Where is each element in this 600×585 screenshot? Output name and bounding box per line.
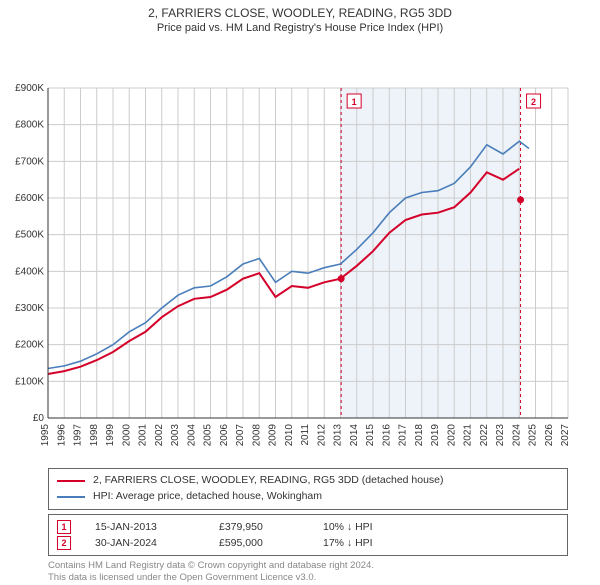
svg-text:2021: 2021 xyxy=(463,424,474,447)
transaction-marker: 1 xyxy=(57,520,71,534)
chart-subtitle: Price paid vs. HM Land Registry's House … xyxy=(0,22,600,34)
svg-text:1: 1 xyxy=(352,97,357,107)
legend: 2, FARRIERS CLOSE, WOODLEY, READING, RG5… xyxy=(48,468,568,510)
svg-text:2008: 2008 xyxy=(251,424,262,447)
svg-text:£200K: £200K xyxy=(15,340,44,351)
chart-title: 2, FARRIERS CLOSE, WOODLEY, READING, RG5… xyxy=(0,6,600,20)
svg-text:2009: 2009 xyxy=(268,424,279,447)
legend-swatch xyxy=(57,496,85,498)
svg-text:2016: 2016 xyxy=(381,424,392,447)
svg-text:2002: 2002 xyxy=(154,424,165,447)
svg-text:£100K: £100K xyxy=(15,376,44,387)
svg-text:£0: £0 xyxy=(33,413,45,424)
svg-text:2026: 2026 xyxy=(544,424,555,447)
svg-text:£400K: £400K xyxy=(15,266,44,277)
transaction-price: £379,950 xyxy=(219,521,299,533)
svg-text:£900K: £900K xyxy=(15,83,44,94)
svg-text:2000: 2000 xyxy=(121,424,132,447)
svg-text:£800K: £800K xyxy=(15,120,44,131)
transaction-date: 30-JAN-2024 xyxy=(95,537,195,549)
svg-text:1997: 1997 xyxy=(73,424,84,447)
svg-text:1999: 1999 xyxy=(105,424,116,447)
svg-text:2022: 2022 xyxy=(479,424,490,447)
svg-text:£600K: £600K xyxy=(15,193,44,204)
chart-container: 1 2 £0 £100K £200K £300K £400K £500K £600K £700K £… xyxy=(0,38,600,462)
footer-attribution: Contains HM Land Registry data © Crown c… xyxy=(48,560,568,585)
svg-text:2006: 2006 xyxy=(219,424,230,447)
svg-text:2027: 2027 xyxy=(560,424,571,447)
svg-text:£700K: £700K xyxy=(15,156,44,167)
svg-text:1995: 1995 xyxy=(40,424,51,447)
transaction-row: 2 30-JAN-2024 £595,000 17% ↓ HPI xyxy=(57,535,559,551)
svg-text:2019: 2019 xyxy=(430,424,441,447)
transaction-marker: 2 xyxy=(57,536,71,550)
svg-text:2013: 2013 xyxy=(333,424,344,447)
transaction-date: 15-JAN-2013 xyxy=(95,521,195,533)
legend-row: 2, FARRIERS CLOSE, WOODLEY, READING, RG5… xyxy=(57,473,559,489)
svg-text:1998: 1998 xyxy=(89,424,100,447)
svg-text:2020: 2020 xyxy=(446,424,457,447)
transaction-row: 1 15-JAN-2013 £379,950 10% ↓ HPI xyxy=(57,519,559,535)
svg-text:2005: 2005 xyxy=(203,424,214,447)
svg-text:2023: 2023 xyxy=(495,424,506,447)
legend-label: 2, FARRIERS CLOSE, WOODLEY, READING, RG5… xyxy=(93,473,444,489)
svg-text:£300K: £300K xyxy=(15,303,44,314)
legend-swatch xyxy=(57,480,85,482)
transaction-delta: 10% ↓ HPI xyxy=(323,521,413,533)
svg-text:2001: 2001 xyxy=(138,424,149,447)
svg-text:2012: 2012 xyxy=(316,424,327,447)
footer-line-2: This data is licensed under the Open Gov… xyxy=(48,572,568,585)
legend-row: HPI: Average price, detached house, Woki… xyxy=(57,489,559,505)
svg-text:2015: 2015 xyxy=(365,424,376,447)
svg-text:2003: 2003 xyxy=(170,424,181,447)
svg-text:2004: 2004 xyxy=(186,424,197,447)
transaction-delta: 17% ↓ HPI xyxy=(323,537,413,549)
svg-text:2: 2 xyxy=(531,97,536,107)
svg-text:2007: 2007 xyxy=(235,424,246,447)
transactions-table: 1 15-JAN-2013 £379,950 10% ↓ HPI 2 30-JAN-202… xyxy=(48,514,568,556)
svg-text:2024: 2024 xyxy=(511,424,522,447)
transaction-price: £595,000 xyxy=(219,537,299,549)
price-chart: 1 2 £0 £100K £200K £300K £400K £500K £600K £700K £… xyxy=(0,38,600,462)
svg-text:£500K: £500K xyxy=(15,230,44,241)
svg-text:2011: 2011 xyxy=(300,424,311,446)
svg-text:1996: 1996 xyxy=(56,424,67,447)
svg-text:2025: 2025 xyxy=(528,424,539,447)
svg-text:2014: 2014 xyxy=(349,424,360,447)
svg-text:2010: 2010 xyxy=(284,424,295,447)
svg-text:2017: 2017 xyxy=(398,424,409,447)
footer-line-1: Contains HM Land Registry data © Crown c… xyxy=(48,560,568,573)
svg-text:2018: 2018 xyxy=(414,424,425,447)
legend-label: HPI: Average price, detached house, Woki… xyxy=(93,489,322,505)
